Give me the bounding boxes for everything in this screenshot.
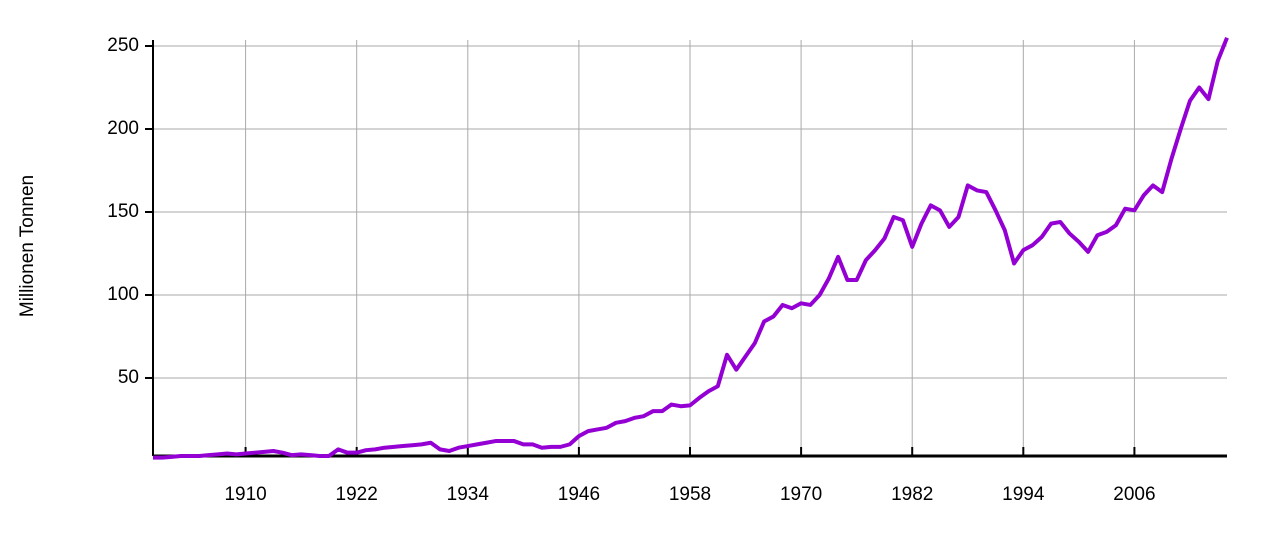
x-tick-label: 1970 <box>780 484 822 505</box>
x-tick-label: 1946 <box>558 484 600 505</box>
x-tick-label: 1994 <box>1002 484 1045 505</box>
y-tick-label: 50 <box>118 367 139 388</box>
y-tick-label: 250 <box>107 35 139 56</box>
y-tick-label: 200 <box>107 118 139 139</box>
y-axis-label: Millionen Tonnen <box>17 175 38 317</box>
x-tick-label: 1910 <box>224 484 266 505</box>
x-tick-label: 1982 <box>891 484 933 505</box>
x-tick-label: 2006 <box>1113 484 1155 505</box>
y-tick-label: 150 <box>107 201 139 222</box>
x-tick-label: 1934 <box>447 484 490 505</box>
data-line <box>153 36 1229 460</box>
y-tick-label: 100 <box>107 284 139 305</box>
x-tick-label: 1922 <box>336 484 378 505</box>
x-tick-label: 1958 <box>669 484 711 505</box>
